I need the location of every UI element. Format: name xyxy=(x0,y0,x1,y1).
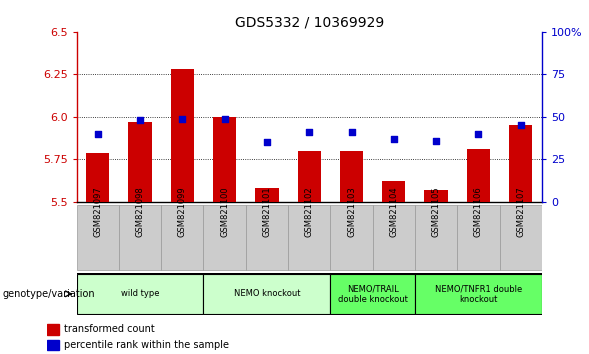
Point xyxy=(389,136,399,142)
FancyBboxPatch shape xyxy=(288,205,330,270)
Text: GSM821107: GSM821107 xyxy=(516,187,525,237)
FancyBboxPatch shape xyxy=(77,205,119,270)
Point xyxy=(347,129,356,135)
Text: GSM821105: GSM821105 xyxy=(432,187,441,237)
Bar xyxy=(47,324,59,335)
FancyBboxPatch shape xyxy=(330,274,415,314)
Bar xyxy=(509,125,532,202)
Bar xyxy=(382,181,405,202)
Point xyxy=(305,129,314,135)
Point xyxy=(431,138,441,143)
Bar xyxy=(340,151,363,202)
Bar xyxy=(467,149,490,202)
FancyBboxPatch shape xyxy=(161,205,203,270)
Text: GSM821100: GSM821100 xyxy=(220,187,229,237)
FancyBboxPatch shape xyxy=(203,274,330,314)
FancyBboxPatch shape xyxy=(330,205,373,270)
Text: GSM821098: GSM821098 xyxy=(135,187,144,237)
Point xyxy=(262,139,272,145)
FancyBboxPatch shape xyxy=(246,205,288,270)
FancyBboxPatch shape xyxy=(203,205,246,270)
Point xyxy=(178,116,187,121)
Text: GSM821101: GSM821101 xyxy=(263,187,272,237)
Text: NEMO/TNFR1 double
knockout: NEMO/TNFR1 double knockout xyxy=(435,284,522,303)
Bar xyxy=(171,69,194,202)
Bar xyxy=(213,117,236,202)
Text: GSM821097: GSM821097 xyxy=(93,187,102,237)
Text: transformed count: transformed count xyxy=(64,324,155,334)
Text: NEMO knockout: NEMO knockout xyxy=(234,289,300,298)
Bar xyxy=(128,122,151,202)
Bar xyxy=(297,151,321,202)
Text: GSM821106: GSM821106 xyxy=(474,187,483,237)
FancyBboxPatch shape xyxy=(457,205,499,270)
Point xyxy=(474,131,483,137)
Bar xyxy=(425,190,448,202)
Text: NEMO/TRAIL
double knockout: NEMO/TRAIL double knockout xyxy=(337,284,408,303)
FancyBboxPatch shape xyxy=(415,205,457,270)
FancyBboxPatch shape xyxy=(499,205,542,270)
Text: GSM821104: GSM821104 xyxy=(389,187,398,237)
Bar xyxy=(47,340,59,350)
FancyBboxPatch shape xyxy=(119,205,161,270)
Title: GDS5332 / 10369929: GDS5332 / 10369929 xyxy=(234,15,384,29)
Text: GSM821099: GSM821099 xyxy=(178,187,187,237)
FancyBboxPatch shape xyxy=(77,274,203,314)
Point xyxy=(516,122,525,128)
Text: percentile rank within the sample: percentile rank within the sample xyxy=(64,340,230,350)
FancyBboxPatch shape xyxy=(373,205,415,270)
Point xyxy=(220,116,229,121)
Text: genotype/variation: genotype/variation xyxy=(3,289,95,299)
Bar xyxy=(86,153,110,202)
FancyBboxPatch shape xyxy=(415,274,542,314)
Text: wild type: wild type xyxy=(121,289,159,298)
Point xyxy=(135,118,145,123)
Bar xyxy=(255,188,279,202)
Text: GSM821103: GSM821103 xyxy=(347,187,356,237)
Point xyxy=(93,131,102,137)
Text: GSM821102: GSM821102 xyxy=(305,187,314,237)
